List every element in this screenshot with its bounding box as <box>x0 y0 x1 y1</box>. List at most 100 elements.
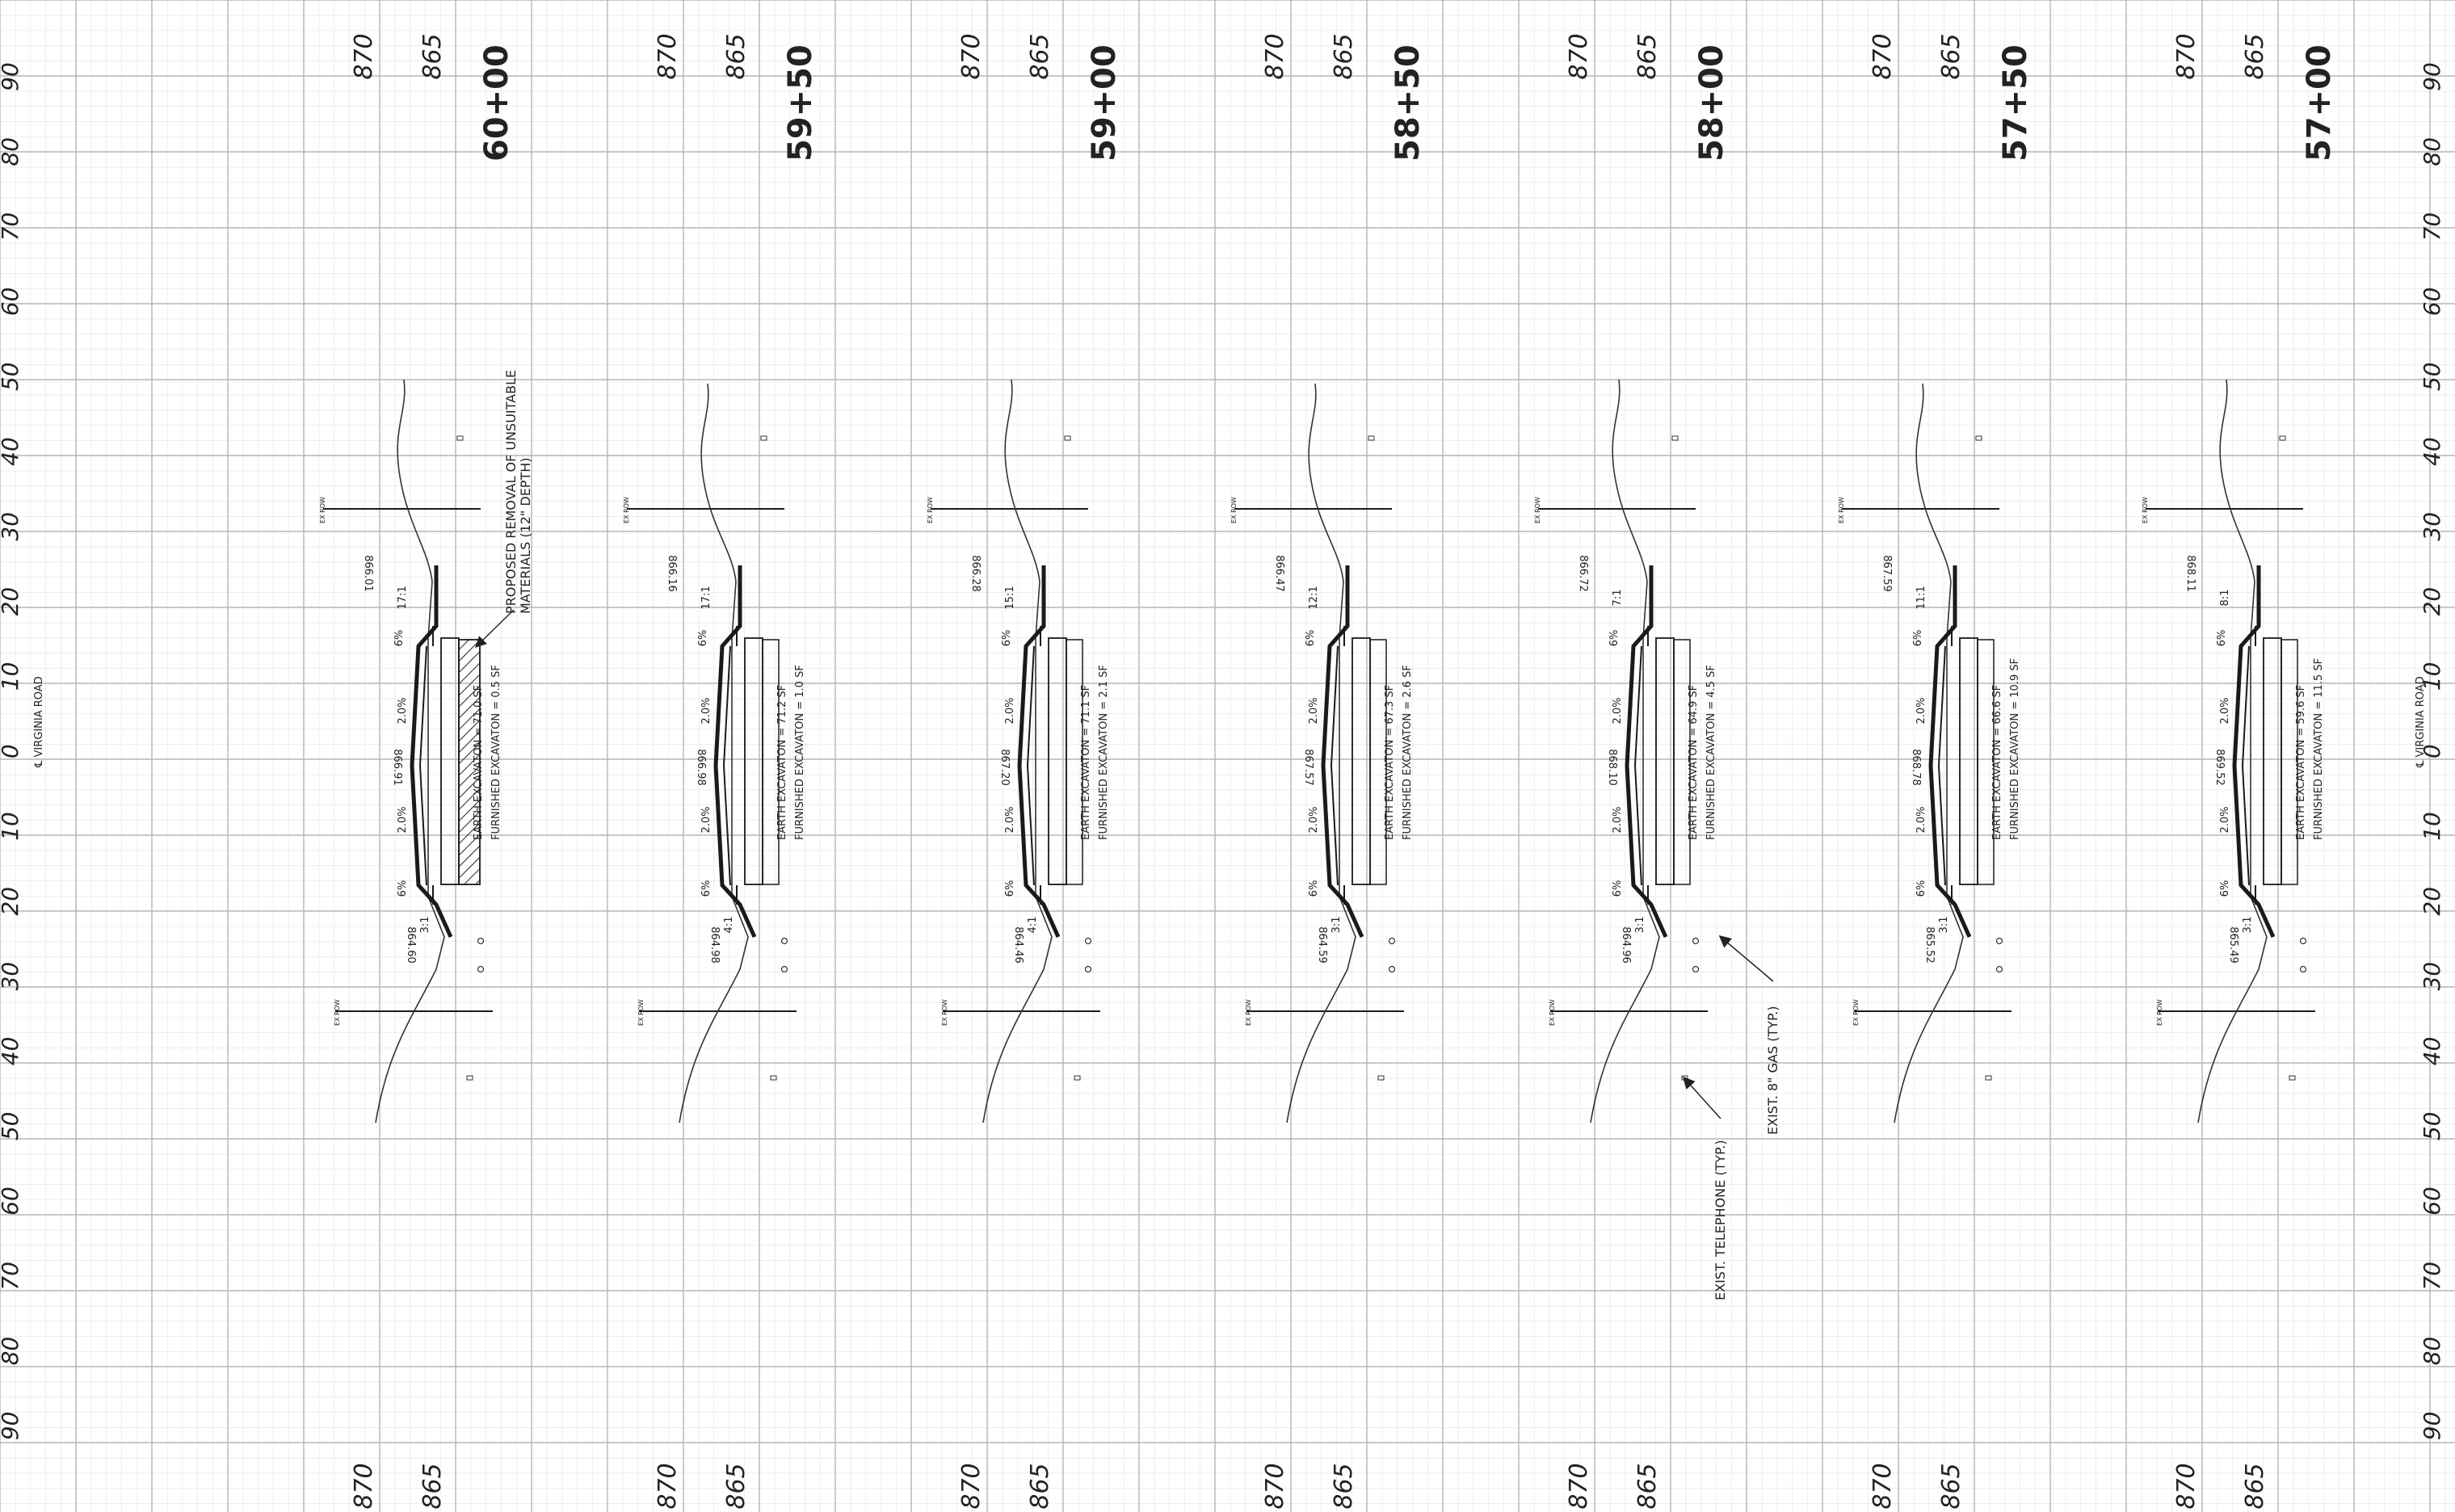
cross-slope-label: 2.0% <box>2219 806 2231 833</box>
row-label: EX ROW <box>1534 497 1541 523</box>
proposed-pavement-surface <box>410 565 453 939</box>
elevation-label-865: 865 <box>1026 33 1054 79</box>
cross-section: 870 865 870 865 58+50 EX ROW EX ROW 866.47 12:1 6… <box>1230 33 1427 1509</box>
earth-excavation-label: EARTH EXCAVATON = 71.0 SF <box>473 685 485 840</box>
station-label: 57+50 <box>1997 44 2034 162</box>
right-edge-elevation: 864.96 <box>1620 926 1632 964</box>
sections: 870 865 870 865 60+00 EX ROW EX ROW 866.01 17:1 6… <box>319 33 2338 1509</box>
shoulder-slope-label: 6% <box>393 630 406 647</box>
offset-labels: 90 90 80 80 70 70 60 60 50 50 40 40 30 30 20 20 10 10 0 0 10… <box>0 62 2445 1440</box>
right-edge-elevation: 864.46 <box>1012 926 1024 964</box>
right-edge-elevation: 864.59 <box>1316 926 1328 964</box>
gas-marker <box>1995 937 2003 945</box>
gas-marker <box>1692 937 1700 945</box>
offset-label: 10 <box>0 812 23 841</box>
row-label: EX ROW <box>1230 497 1238 523</box>
row-label: EX ROW <box>1852 999 1860 1026</box>
pavement-base-line <box>1937 645 1946 886</box>
telephone-marker <box>1377 1075 1385 1081</box>
furnished-excavation-box <box>1066 639 1083 885</box>
elevation-label-870: 870 <box>2172 33 2201 79</box>
offset-label: 50 <box>2419 1111 2445 1140</box>
offset-label: 70 <box>2419 212 2445 242</box>
offset-label: 30 <box>2419 962 2445 991</box>
gas-note: EXIST. 8" GAS (TYP.) <box>1765 1006 1780 1135</box>
right-edge-elevation: 864.60 <box>405 926 417 964</box>
existing-ground-profile <box>679 383 749 1124</box>
left-slope-label: 17:1 <box>397 586 409 609</box>
left-edge-elevation: 866.16 <box>666 555 678 592</box>
telephone-marker <box>770 1075 777 1081</box>
centerline-labels: ℄ VIRGINIA ROAD ℄ VIRGINIA ROAD <box>33 676 2427 768</box>
proposed-pavement-surface <box>2232 565 2276 939</box>
offset-label: 90 <box>2419 1412 2445 1441</box>
right-slope-label: 3:1 <box>2242 917 2254 934</box>
existing-ground-profile <box>1590 379 1660 1124</box>
pavement-base-line <box>722 645 731 886</box>
gas-marker <box>477 937 485 945</box>
row-label: EX ROW <box>1549 999 1556 1026</box>
offset-label: 60 <box>0 288 23 317</box>
offset-label: 50 <box>0 1111 23 1140</box>
elevation-label-865: 865 <box>2241 33 2269 79</box>
earth-excavation-label: EARTH EXCAVATON = 71.2 SF <box>776 685 788 840</box>
furnished-excavation-box <box>762 639 780 885</box>
cross-slope-label: 2.0% <box>397 806 409 833</box>
cross-slope-label: 2.0% <box>1308 697 1320 724</box>
shoulder-slope-label: 6% <box>700 880 713 897</box>
right-edge-elevation: 864.98 <box>708 926 721 964</box>
existing-ground-profile <box>982 379 1053 1124</box>
row-label: EX ROW <box>927 497 934 523</box>
earth-excavation-label: EARTH EXCAVATON = 64.9 SF <box>1688 685 1700 840</box>
existing-ground-profile <box>1894 383 1964 1124</box>
utility-marker <box>2279 435 2286 441</box>
earth-excavation-label: EARTH EXCAVATON = 71.1 SF <box>1080 685 1092 840</box>
gas-marker <box>2299 937 2307 945</box>
left-slope-label: 12:1 <box>1308 586 1320 609</box>
right-slope-label: 3:1 <box>419 917 431 934</box>
elevation-label-870: 870 <box>654 1463 682 1509</box>
earth-excavation-label: EARTH EXCAVATON = 67.3 SF <box>1384 685 1396 840</box>
offset-label: 70 <box>2419 1262 2445 1291</box>
shoulder-slope-label: 6% <box>1612 880 1624 897</box>
shoulder-slope-label: 6% <box>1001 630 1013 647</box>
telephone-marker <box>1074 1075 1081 1081</box>
telephone-marker <box>2289 1075 2296 1081</box>
gas-marker <box>2299 965 2307 973</box>
offset-label: 30 <box>0 512 23 541</box>
elevation-label-870: 870 <box>1261 1463 1289 1509</box>
station-label: 59+00 <box>1086 44 1123 162</box>
furnished-excavation-label: FURNISHED EXCAVATON = 4.5 SF <box>1705 665 1717 840</box>
right-slope-label: 3:1 <box>1330 917 1343 934</box>
elevation-label-870: 870 <box>1869 1463 1897 1509</box>
offset-label: 20 <box>2419 887 2445 916</box>
furnished-excavation-label: FURNISHED EXCAVATON = 1.0 SF <box>794 665 806 840</box>
gas-marker <box>1084 965 1092 973</box>
offset-label: 60 <box>2419 288 2445 317</box>
offset-label: 20 <box>0 887 23 916</box>
elevation-label-865: 865 <box>418 33 447 79</box>
elevation-label-865: 865 <box>1937 33 1965 79</box>
telephone-leader <box>1682 1076 1721 1119</box>
left-slope-label: 7:1 <box>1612 590 1624 607</box>
elevation-label-865: 865 <box>1026 1463 1054 1509</box>
left-edge-elevation: 866.01 <box>362 555 374 592</box>
offset-label: 60 <box>2419 1186 2445 1216</box>
elevation-label-865: 865 <box>722 33 750 79</box>
left-slope-label: 15:1 <box>1004 586 1016 609</box>
offset-label: 80 <box>0 1337 23 1366</box>
gas-leader <box>1718 935 1774 982</box>
row-label: EX ROW <box>941 999 948 1026</box>
telephone-marker <box>1985 1075 1992 1081</box>
shoulder-slope-label: 6% <box>1308 880 1320 897</box>
gas-marker <box>1692 965 1700 973</box>
centerline-label-left: ℄ VIRGINIA ROAD <box>33 676 45 768</box>
centerline-elevation: 868.78 <box>1910 749 1922 786</box>
offset-label: 80 <box>2419 1337 2445 1366</box>
gas-marker <box>1084 937 1092 945</box>
furnished-excavation-label: FURNISHED EXCAVATON = 2.1 SF <box>1098 665 1110 840</box>
proposed-pavement-surface <box>1928 565 1972 939</box>
elevation-label-870: 870 <box>350 1463 378 1509</box>
furnished-excavation-box <box>2281 639 2298 885</box>
